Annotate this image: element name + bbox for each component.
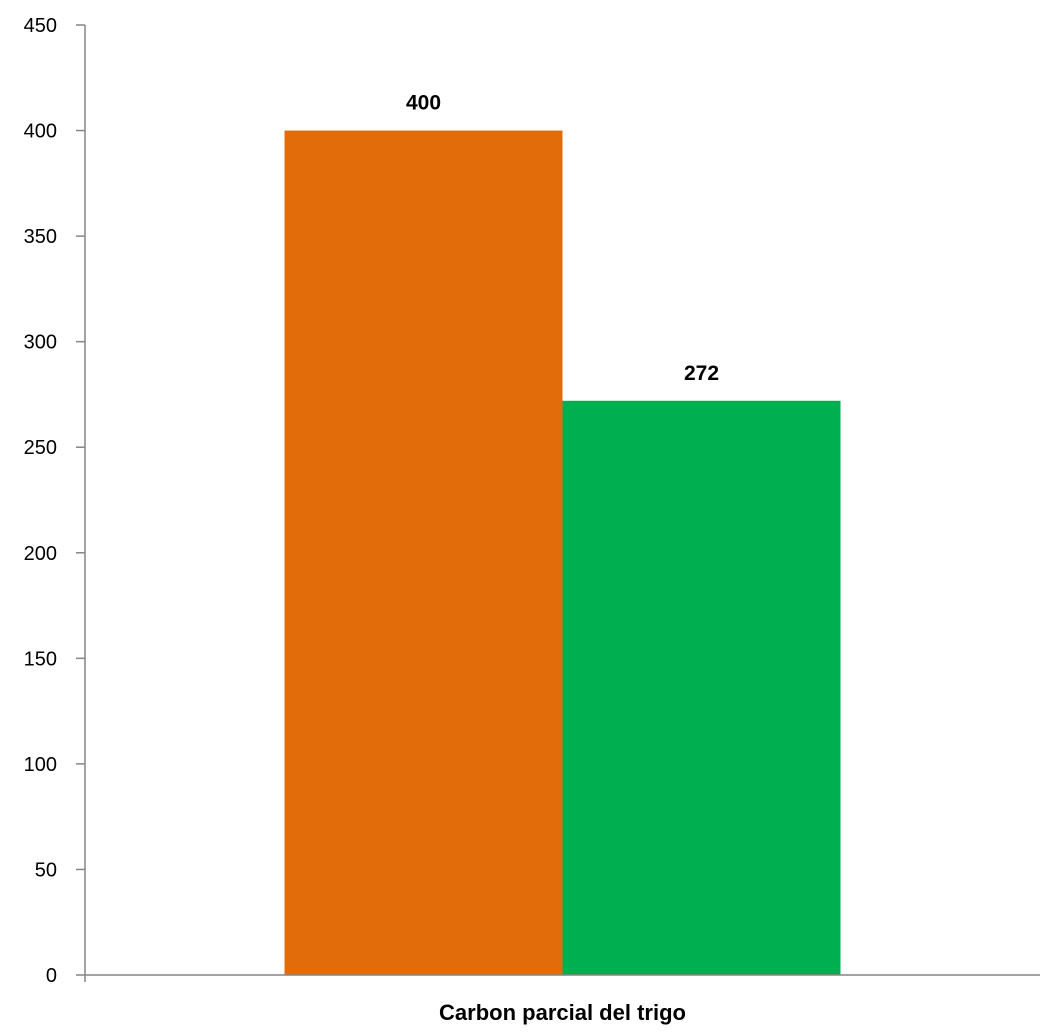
y-tick-label: 50 (35, 859, 57, 881)
bar-series-2 (562, 400, 841, 975)
y-axis: 0 50 100 150 200 250 300 350 400 450 (24, 15, 86, 987)
y-tick-label: 450 (24, 15, 57, 37)
y-tick-label: 200 (24, 543, 57, 565)
y-tick-label: 100 (24, 754, 57, 776)
bars (284, 130, 841, 976)
y-tick-label: 250 (24, 437, 57, 459)
y-tick-label: 350 (24, 226, 57, 248)
y-tick-label: 0 (46, 965, 57, 987)
y-tick-label: 400 (24, 121, 57, 143)
y-tick-label: 150 (24, 648, 57, 670)
data-labels: 400 272 (406, 92, 719, 385)
x-axis: Carbon parcial del trigo (85, 974, 1040, 1025)
data-label-series-1: 400 (406, 92, 441, 115)
y-tick-label: 300 (24, 332, 57, 354)
data-label-series-2: 272 (684, 362, 719, 385)
x-category-label: Carbon parcial del trigo (439, 1000, 686, 1025)
bar-series-1 (284, 130, 563, 976)
